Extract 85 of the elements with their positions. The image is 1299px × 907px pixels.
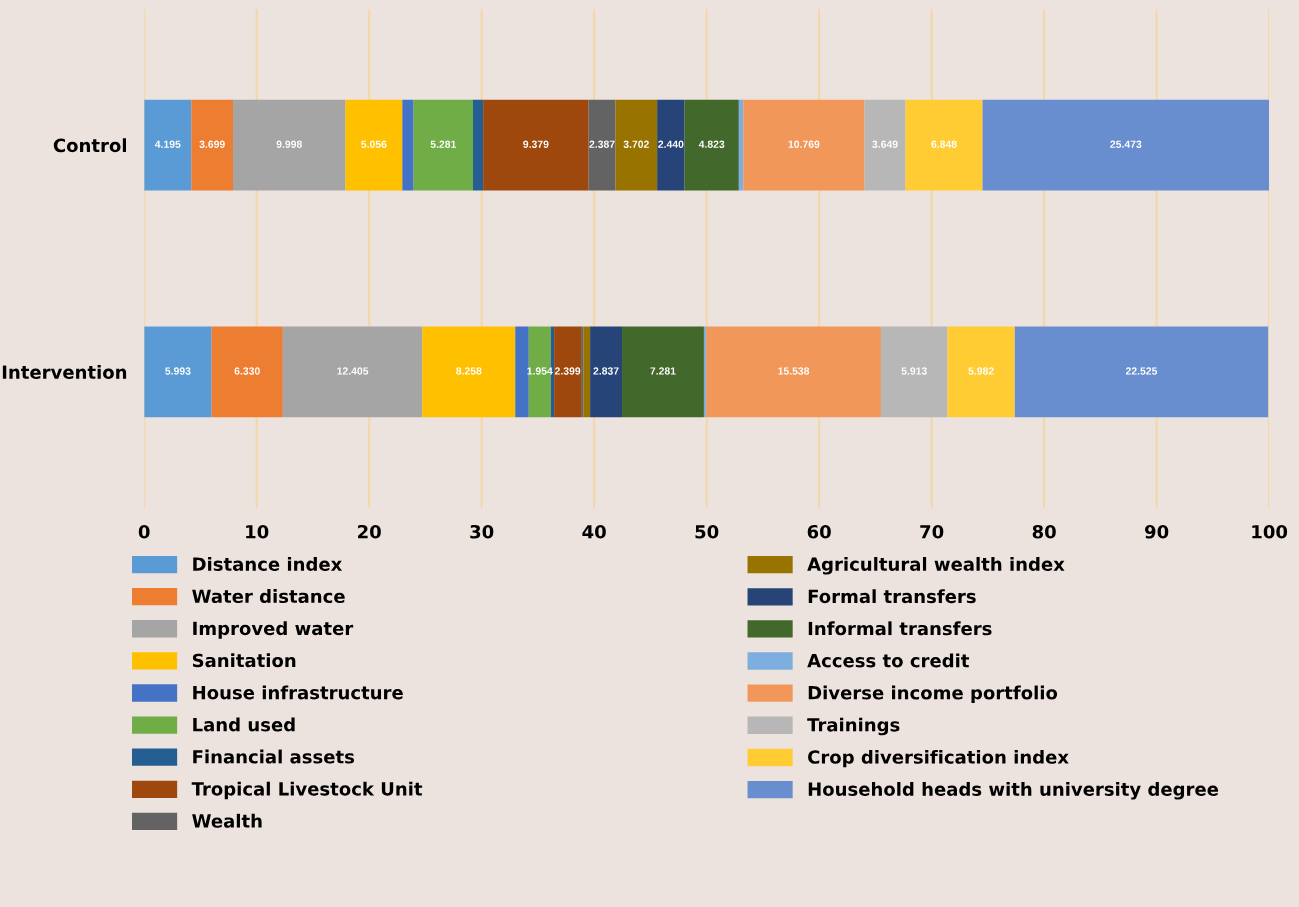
bar: [982, 99, 1270, 191]
legend-label: House infrastructure: [193, 685, 403, 700]
bar: [615, 99, 658, 191]
data-label: 5.281: [430, 140, 457, 148]
x-tick-label: 40: [582, 524, 606, 539]
data-label: 6.848: [931, 140, 957, 148]
data-label: 5.056: [361, 140, 387, 148]
legend-label: Tropical Livestock Unit: [191, 781, 423, 800]
data-label: 15.538: [778, 367, 810, 375]
bar: [743, 99, 865, 191]
bar: [590, 326, 623, 418]
data-label: 5.913: [901, 367, 927, 375]
bar: [706, 326, 881, 418]
data-label: 3.649: [872, 140, 898, 148]
bar: [345, 99, 403, 191]
legend-label: Trainings: [807, 717, 900, 736]
bar: [684, 99, 739, 191]
x-tick-label: 0: [138, 524, 150, 539]
legend-label: Agricultural wealth index: [807, 557, 1065, 575]
bar: [880, 326, 948, 418]
data-label: 4.195: [154, 140, 181, 148]
legend-label: Diverse income portfolio: [808, 685, 1058, 704]
x-tick-label: 30: [470, 524, 494, 539]
data-label: 12.405: [337, 367, 369, 375]
x-tick-label: 60: [807, 524, 831, 539]
bar: [211, 326, 283, 418]
data-label: 5.993: [165, 367, 191, 375]
data-label: 9.379: [523, 140, 549, 148]
data-label: 2.387: [589, 140, 615, 148]
legend-label: Water distance: [192, 589, 345, 604]
legend-label: Household heads with university degree: [808, 782, 1219, 800]
x-tick-label: 70: [920, 524, 944, 539]
x-tick-label: 50: [695, 524, 719, 539]
x-tick-label: 100: [1252, 524, 1288, 539]
data-label: 8.258: [456, 367, 482, 375]
bar: [422, 326, 516, 418]
bar: [473, 99, 484, 191]
bar: [413, 99, 473, 191]
data-label: 4.823: [698, 140, 725, 148]
bar: [483, 99, 589, 191]
bar: [144, 326, 212, 418]
legend-label: Access to credit: [807, 653, 970, 668]
data-label: 22.525: [1125, 367, 1158, 375]
y-tick-label: Intervention: [2, 365, 127, 379]
legend-label: Distance index: [193, 557, 343, 571]
bar: [657, 99, 685, 191]
bar: [282, 326, 423, 418]
data-label: 2.440: [658, 140, 684, 148]
bar: [864, 99, 906, 191]
y-tick-label: Control: [53, 138, 127, 153]
x-tick-label: 20: [358, 524, 381, 539]
legend-label: Wealth: [192, 813, 262, 828]
legend-label: Improved water: [193, 621, 354, 639]
x-tick-label: 90: [1145, 524, 1169, 539]
legend-label: Financial assets: [193, 749, 355, 764]
data-label: 2.399: [554, 367, 581, 375]
legend-label: Sanitation: [192, 653, 296, 668]
x-tick-label: 80: [1032, 524, 1056, 539]
legend-label: Land used: [193, 717, 295, 732]
bar: [528, 326, 551, 418]
data-label: 3.702: [623, 140, 649, 148]
data-label: 5.982: [968, 367, 994, 375]
bar: [554, 326, 582, 418]
data-label: 25.473: [1110, 140, 1142, 148]
bar: [191, 99, 233, 191]
data-label: 3.699: [199, 140, 225, 148]
data-label: 9.998: [276, 140, 302, 148]
bar: [583, 326, 591, 418]
bar: [144, 99, 192, 191]
bar: [905, 99, 983, 191]
legend-label: Crop diversification index: [808, 749, 1069, 768]
bar: [515, 326, 529, 418]
bar: [1014, 326, 1269, 418]
bar: [402, 99, 414, 191]
data-label: 10.769: [788, 140, 820, 148]
bar: [588, 99, 616, 191]
bar: [947, 326, 1015, 418]
legend-label: Informal transfers: [808, 621, 992, 636]
legend-label: Formal transfers: [808, 589, 976, 604]
data-label: 7.281: [650, 367, 676, 375]
bar: [622, 326, 704, 418]
data-label: 6.330: [234, 367, 260, 375]
data-label: 2.837: [593, 367, 619, 375]
bar: [232, 99, 346, 191]
x-tick-label: 10: [246, 524, 269, 539]
